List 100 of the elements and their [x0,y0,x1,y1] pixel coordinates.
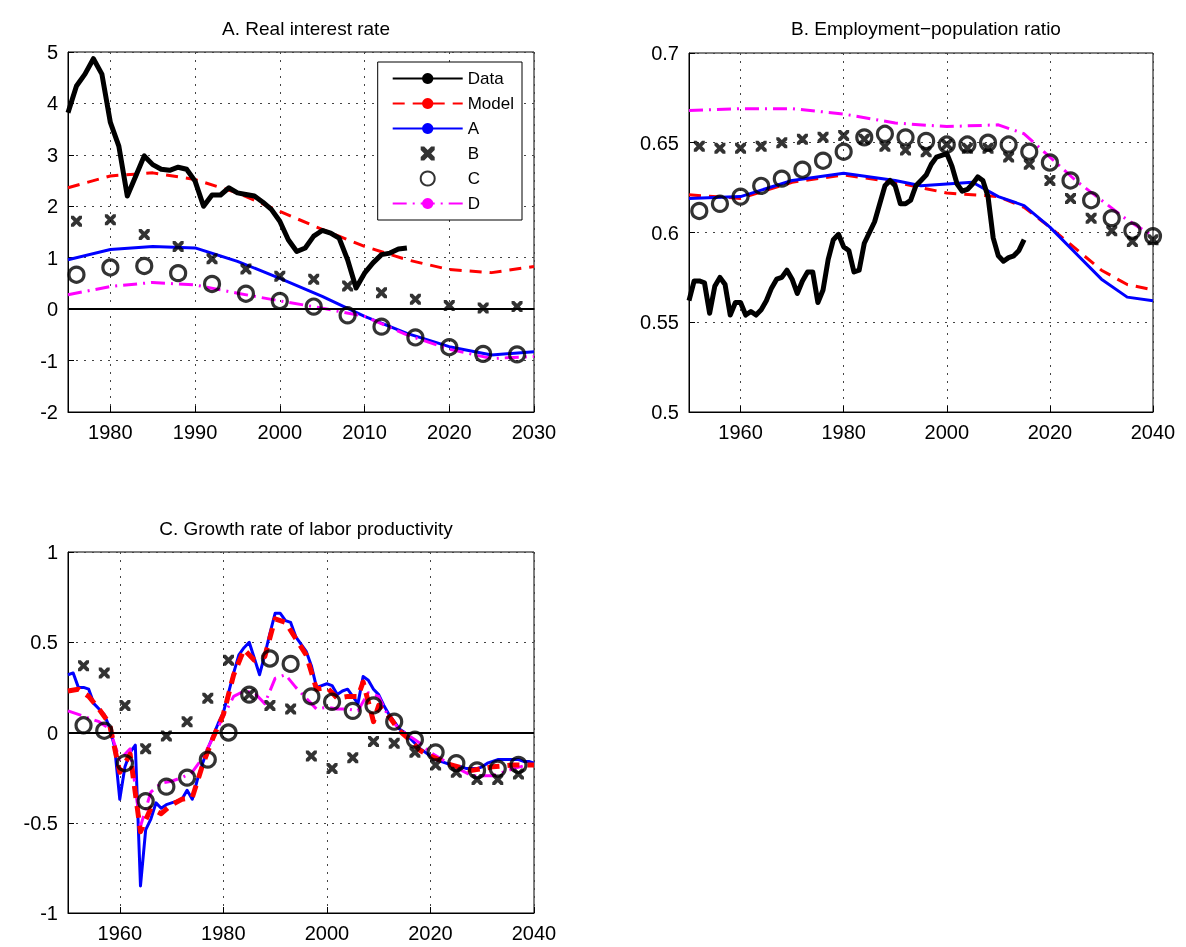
point [236,284,256,303]
point [440,338,459,357]
point [793,160,812,179]
legend-label: D [467,194,480,213]
point [896,128,915,147]
y-tick-label: 2 [46,195,58,218]
chart-title: A. Real interest rate [222,18,390,39]
point [405,730,425,749]
point [157,777,176,796]
x-tick-label: 1980 [821,421,866,443]
point [917,131,936,151]
point [690,201,709,221]
point [385,712,404,731]
point [447,754,466,773]
point [776,137,788,149]
x-tick-label: 2040 [1130,421,1176,443]
point [264,699,276,711]
point [206,253,218,265]
y-tick-label: -1 [40,349,58,372]
legend-label: B [467,144,480,163]
point [488,759,507,778]
point [1044,174,1056,186]
point [710,194,730,213]
point [260,649,280,668]
y-tick-label: 1 [46,541,58,563]
point [999,135,1018,154]
y-tick-label: 0.65 [640,131,679,154]
point [813,151,833,170]
point [67,265,86,284]
point [101,258,120,277]
point [855,128,874,147]
point [1065,192,1077,204]
point [78,660,90,672]
x-tick-label: 1990 [172,421,218,443]
point [1003,151,1015,163]
point [772,169,791,188]
legend-label: Data [467,69,505,88]
point [140,743,152,755]
point [838,130,850,142]
y-tick-label: 0.6 [651,221,679,244]
point [731,187,750,206]
point [138,229,150,241]
point [181,716,193,728]
chart-title: B. Employment−population ratio [791,18,1061,39]
point [409,746,421,758]
x-tick-label: 1960 [97,922,143,944]
point [1040,153,1059,172]
point [343,701,362,720]
y-tick-label: 5 [46,41,58,63]
x-tick-label: 2000 [924,421,970,443]
point [1020,142,1039,161]
x-tick-label: 2010 [342,421,387,443]
point [817,131,829,143]
y-tick-label: -0.5 [23,811,58,834]
x-tick-label: 1960 [718,421,763,443]
y-tick-label: 0.5 [30,631,58,654]
point [198,750,217,769]
legend-label: A [467,119,480,138]
point [136,791,155,811]
point [178,768,197,787]
point [834,142,853,161]
point [426,743,445,762]
point [1123,221,1142,240]
point [714,142,726,154]
point [443,300,455,312]
point [104,214,116,226]
y-tick-label: 4 [46,92,58,115]
point [507,345,527,364]
x-tick-label: 2030 [511,421,557,443]
point [115,754,135,773]
point [1102,209,1121,228]
point [879,140,891,152]
point [409,293,421,305]
point [1082,191,1101,210]
x-tick-label: 2000 [304,922,350,944]
point [270,291,289,311]
point [752,176,771,195]
point [406,328,425,347]
point [367,736,379,748]
x-tick-label: 2020 [1027,421,1073,443]
point [1023,158,1035,170]
point [693,140,705,152]
y-tick-label: 3 [46,143,58,166]
point [875,124,895,143]
point [135,256,154,276]
point [169,264,188,283]
x-tick-label: 2020 [427,421,472,443]
x-tick-label: 1980 [88,421,133,443]
x-tick-label: 2000 [257,421,303,443]
y-tick-label: 1 [46,246,58,269]
point [1061,171,1080,190]
point [796,133,808,145]
point [958,135,977,154]
point [978,133,998,152]
y-tick-label: 0.5 [651,401,679,423]
point [240,263,252,275]
point [1085,212,1097,224]
chart-title: C. Growth rate of labor productivity [159,518,454,539]
point [274,270,286,282]
x-tick-label: 2040 [511,922,557,944]
